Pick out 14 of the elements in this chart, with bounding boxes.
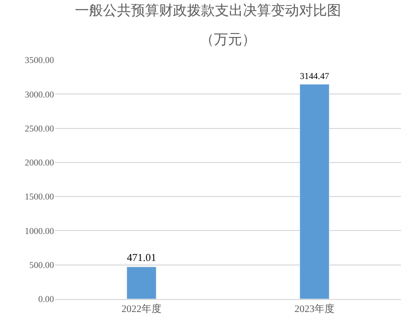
x-tick-label: 2023年度 xyxy=(294,303,334,315)
y-tick-label: 2000.00 xyxy=(24,158,54,168)
y-tick-label: 1500.00 xyxy=(24,192,54,202)
y-tick-label: 0.00 xyxy=(38,294,54,304)
y-tick-label: 3000.00 xyxy=(24,89,54,100)
x-tick-label: 2022年度 xyxy=(122,303,162,315)
chart-subtitle: （万元） xyxy=(200,33,256,48)
chart-title: 一般公共预算财政拨款支出决算变动对比图 xyxy=(75,2,341,19)
y-tick-label: 1000.00 xyxy=(24,226,54,236)
data-label: 3144.47 xyxy=(300,71,330,82)
data-label: 471.01 xyxy=(126,252,156,264)
y-tick-label: 3500.00 xyxy=(24,55,54,66)
y-tick-label: 2500.00 xyxy=(24,123,54,134)
y-tick-label: 500.00 xyxy=(29,260,54,270)
